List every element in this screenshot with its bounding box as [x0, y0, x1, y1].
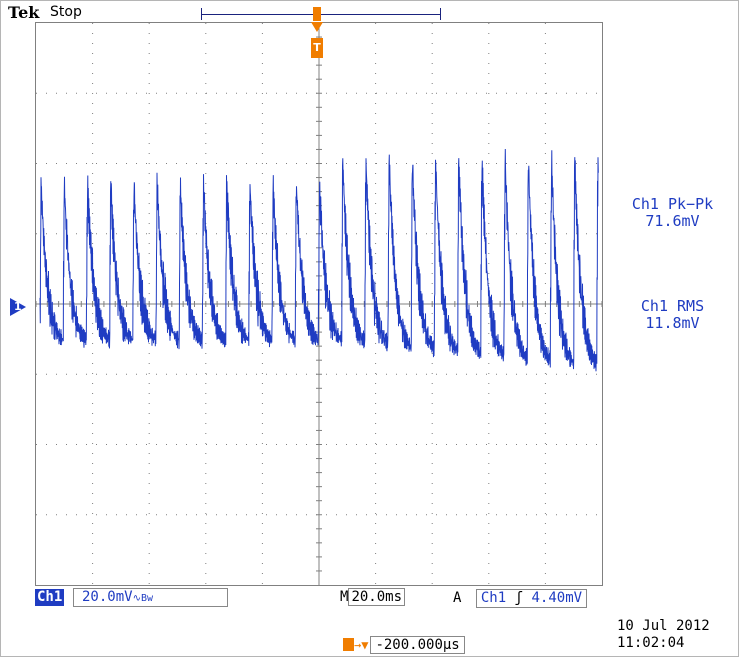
time-text: 11:02:04 — [617, 635, 685, 651]
date-text: 10 Jul 2012 — [617, 618, 710, 634]
channel-ground-marker-label: 1 — [14, 300, 22, 313]
measurement-rms-value: 11.8mV — [645, 314, 700, 332]
channel-1-waveform — [39, 148, 599, 372]
timebase-label: M — [340, 589, 349, 605]
trigger-position-arrow-icon — [311, 22, 323, 32]
channel-ground-marker-icon — [10, 298, 26, 316]
timebase-readout[interactable]: M 20.0ms — [340, 588, 406, 606]
trigger-settings-box: Ch1 ʃ 4.40mV — [475, 589, 588, 608]
readout-bar: Ch1 20.0mV∿Bw M 20.0ms A Ch1 ʃ 4.40mV — [35, 587, 735, 609]
trigger-slope-icon: ʃ — [514, 590, 524, 606]
trigger-source: Ch1 — [480, 590, 507, 606]
brand-logo: Tek — [8, 3, 40, 22]
trigger-offset-arrow-icon: →▼ — [354, 638, 369, 652]
bandwidth-limit-icon: ∿Bw — [132, 593, 153, 604]
channel-badge[interactable]: Ch1 — [35, 589, 65, 606]
trigger-level: 4.40mV — [531, 590, 583, 606]
trigger-record-marker — [313, 7, 321, 21]
measurement-rms: Ch1 RMS 11.8mV — [605, 298, 740, 332]
trigger-offset-readout[interactable]: →▼ -200.000µs — [343, 636, 465, 654]
record-view-line — [202, 14, 440, 15]
measurement-pkpk-label: Ch1 Pk−Pk — [631, 195, 714, 213]
trigger-readout[interactable]: A Ch1 ʃ 4.40mV — [453, 589, 588, 608]
status-bar: Tek Stop — [2, 2, 737, 22]
trigger-offset-value: -200.000µs — [370, 636, 465, 654]
waveform-graticule — [35, 22, 603, 586]
measurement-rms-label: Ch1 RMS — [640, 297, 705, 315]
trigger-mode: A — [453, 590, 462, 606]
trigger-icon — [343, 638, 354, 651]
channel-scale-value: 20.0mV — [82, 589, 133, 605]
waveform-display — [36, 23, 602, 585]
trigger-position-marker: T — [311, 38, 323, 58]
channel-scale-readout[interactable]: 20.0mV∿Bw — [73, 588, 228, 607]
measurement-pkpk-value: 71.6mV — [645, 212, 700, 230]
run-state: Stop — [50, 4, 82, 20]
timebase-value: 20.0ms — [348, 588, 406, 606]
datetime-readout: 10 Jul 2012 11:02:04 — [617, 618, 739, 652]
channel-1-trace — [39, 148, 599, 372]
record-view-bar — [201, 8, 441, 20]
measurement-pkpk: Ch1 Pk−Pk 71.6mV — [605, 196, 740, 230]
